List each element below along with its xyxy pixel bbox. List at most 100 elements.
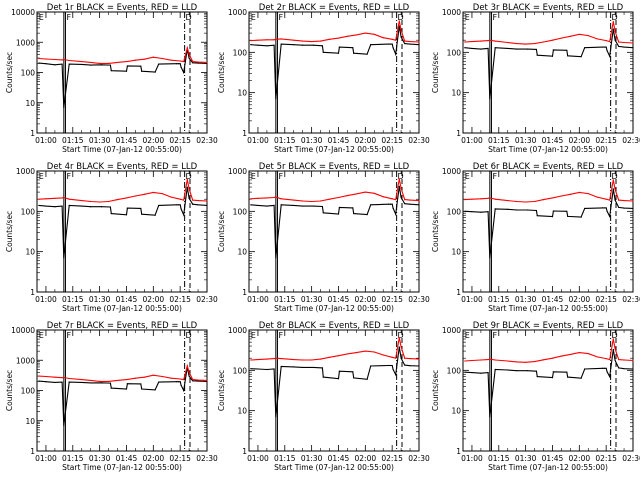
x-tick-label: 01:15 [62, 295, 84, 304]
x-tick-label: 01:00 [461, 136, 483, 145]
series-events-point [507, 369, 509, 371]
series-events-point [63, 424, 65, 427]
chart-title: Det 8r BLACK = Events, RED = LLD [259, 321, 410, 331]
marker-letter-e: E [39, 172, 44, 181]
y-tick-label: 100 [447, 48, 462, 57]
series-lld-point [355, 34, 357, 36]
series-events-point [395, 53, 397, 55]
series-lld-point [302, 200, 304, 202]
plot-frame [248, 170, 420, 293]
y-tick-label: 10 [237, 407, 247, 416]
series-events-point [487, 211, 489, 213]
chart-title: Det 1r BLACK = Events, RED = LLD [47, 3, 198, 13]
series-lld-point [143, 193, 145, 195]
marker-letter-d: D [612, 172, 618, 181]
x-tick-label: 02:30 [196, 295, 218, 304]
series-events-point [45, 381, 47, 383]
series-events-point [266, 205, 268, 207]
series-events-point [464, 371, 466, 373]
series-lld-point [494, 40, 496, 42]
x-axis-label: Start Time (07-Jan-12 00:55:00) [488, 145, 608, 154]
series-events-point [141, 388, 143, 390]
y-tick-label: 10 [25, 248, 35, 257]
series-lld-point [179, 198, 181, 200]
series-events-point [409, 203, 411, 205]
x-tick-label: 02:15 [595, 136, 617, 145]
series-lld-point [494, 359, 496, 361]
x-tick-label: 01:30 [515, 136, 537, 145]
series-lld-point [525, 361, 527, 363]
x-tick-label: 02:00 [355, 136, 377, 145]
series-events-point [321, 205, 323, 208]
series-events-point [302, 366, 304, 369]
series-events-point [392, 47, 394, 49]
series-events-point [536, 54, 538, 56]
series-events-point [584, 368, 586, 370]
series-events-point [400, 36, 402, 38]
series-lld-point [471, 198, 473, 200]
series-lld-point [612, 179, 614, 181]
marker-letter-e: E [39, 331, 44, 340]
plot-frame [462, 170, 634, 293]
series-lld-point [38, 57, 40, 60]
y-tick-label: 1000 [16, 38, 35, 47]
series-events-point [418, 44, 420, 46]
series-events-point [126, 65, 128, 67]
plot-frame [462, 11, 634, 134]
series-lld-point [464, 41, 466, 43]
series-events-point [567, 376, 569, 378]
x-tick-label: 01:45 [542, 136, 564, 145]
series-events-point [536, 375, 538, 378]
series-lld-point [404, 357, 406, 359]
series-lld-point [542, 359, 545, 361]
x-tick-label: 02:30 [622, 454, 640, 463]
marker-letter-d: D [612, 13, 618, 22]
marker-letter-f: F [67, 13, 72, 22]
series-lld-point [516, 200, 518, 203]
marker-letter-e: E [39, 13, 44, 22]
x-tick-label: 01:45 [542, 454, 564, 463]
x-tick-label: 01:00 [461, 295, 483, 304]
series-events-point [489, 416, 491, 418]
series-events-point [389, 43, 391, 45]
series-lld-point [61, 59, 63, 61]
series-lld-point [489, 358, 491, 360]
y-tick-label: 1000 [442, 8, 461, 17]
series-events-point [179, 63, 181, 65]
series-events-point [609, 55, 611, 57]
series-events-point [609, 215, 611, 217]
series-lld-point [609, 199, 611, 201]
series-lld-point [116, 61, 119, 64]
series-lld-point [596, 356, 598, 358]
series-events-point [618, 206, 620, 209]
series-lld-point [61, 377, 63, 379]
series-lld-point [373, 351, 375, 353]
series-lld-point [186, 47, 188, 49]
series-lld-point [81, 60, 83, 63]
chart-panel-3: Det 3r BLACK = Events, RED = LLD 1 10 100 10… [431, 3, 640, 154]
series-events-point [197, 62, 199, 64]
plot-frame [248, 329, 420, 452]
series-lld-point [618, 199, 620, 201]
y-axis-label: Counts/sec [217, 211, 226, 252]
series-lld-point [587, 352, 589, 355]
series-events-point [275, 257, 277, 259]
series-lld-point [197, 379, 199, 381]
x-axis-label: Start Time (07-Jan-12 00:55:00) [488, 304, 608, 313]
series-lld-point [170, 59, 172, 61]
series-events-point [100, 64, 103, 66]
series-events-point [266, 368, 268, 371]
y-tick-label: 1000 [228, 8, 247, 17]
series-lld-point [346, 353, 349, 355]
x-axis-label: Start Time (07-Jan-12 00:55:00) [62, 304, 182, 313]
series-events-point [273, 44, 275, 46]
series-lld-point [614, 30, 616, 33]
y-tick-label: 10 [451, 89, 461, 98]
series-events-point [109, 382, 111, 384]
series-events-point [516, 48, 518, 50]
marker-letter-f: F [493, 13, 498, 22]
series-events-point [516, 370, 518, 372]
x-tick-label: 01:30 [89, 295, 111, 304]
series-events-point [90, 206, 92, 208]
series-events-point [322, 376, 324, 378]
